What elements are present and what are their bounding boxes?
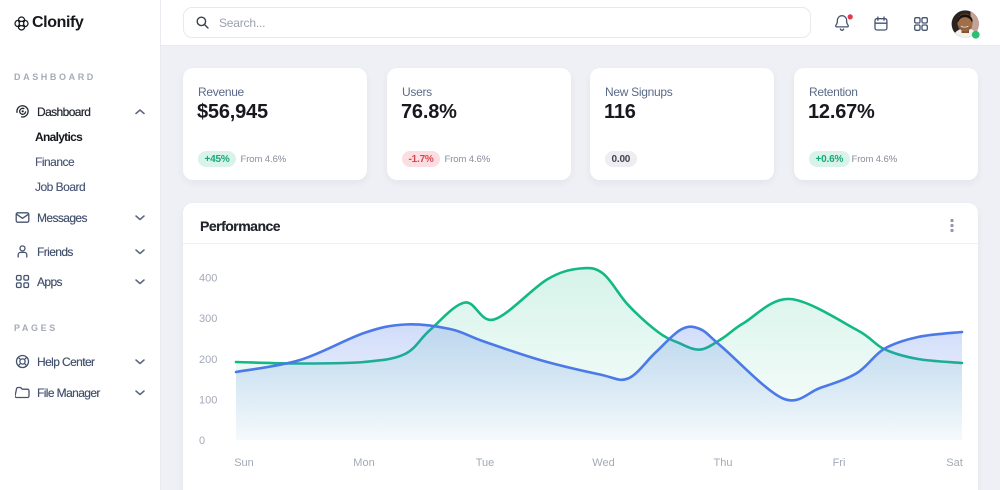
svg-text:Sat: Sat (946, 457, 963, 469)
svg-text:400: 400 (199, 273, 217, 285)
svg-text:100: 100 (199, 395, 217, 407)
svg-text:Wed: Wed (592, 457, 614, 469)
svg-text:Mon: Mon (353, 457, 374, 469)
svg-text:Thu: Thu (714, 457, 733, 469)
svg-text:200: 200 (199, 354, 217, 366)
svg-text:Sun: Sun (234, 457, 254, 469)
svg-text:0: 0 (199, 435, 205, 447)
svg-text:Tue: Tue (476, 457, 495, 469)
svg-text:Fri: Fri (833, 457, 846, 469)
svg-text:300: 300 (199, 313, 217, 325)
